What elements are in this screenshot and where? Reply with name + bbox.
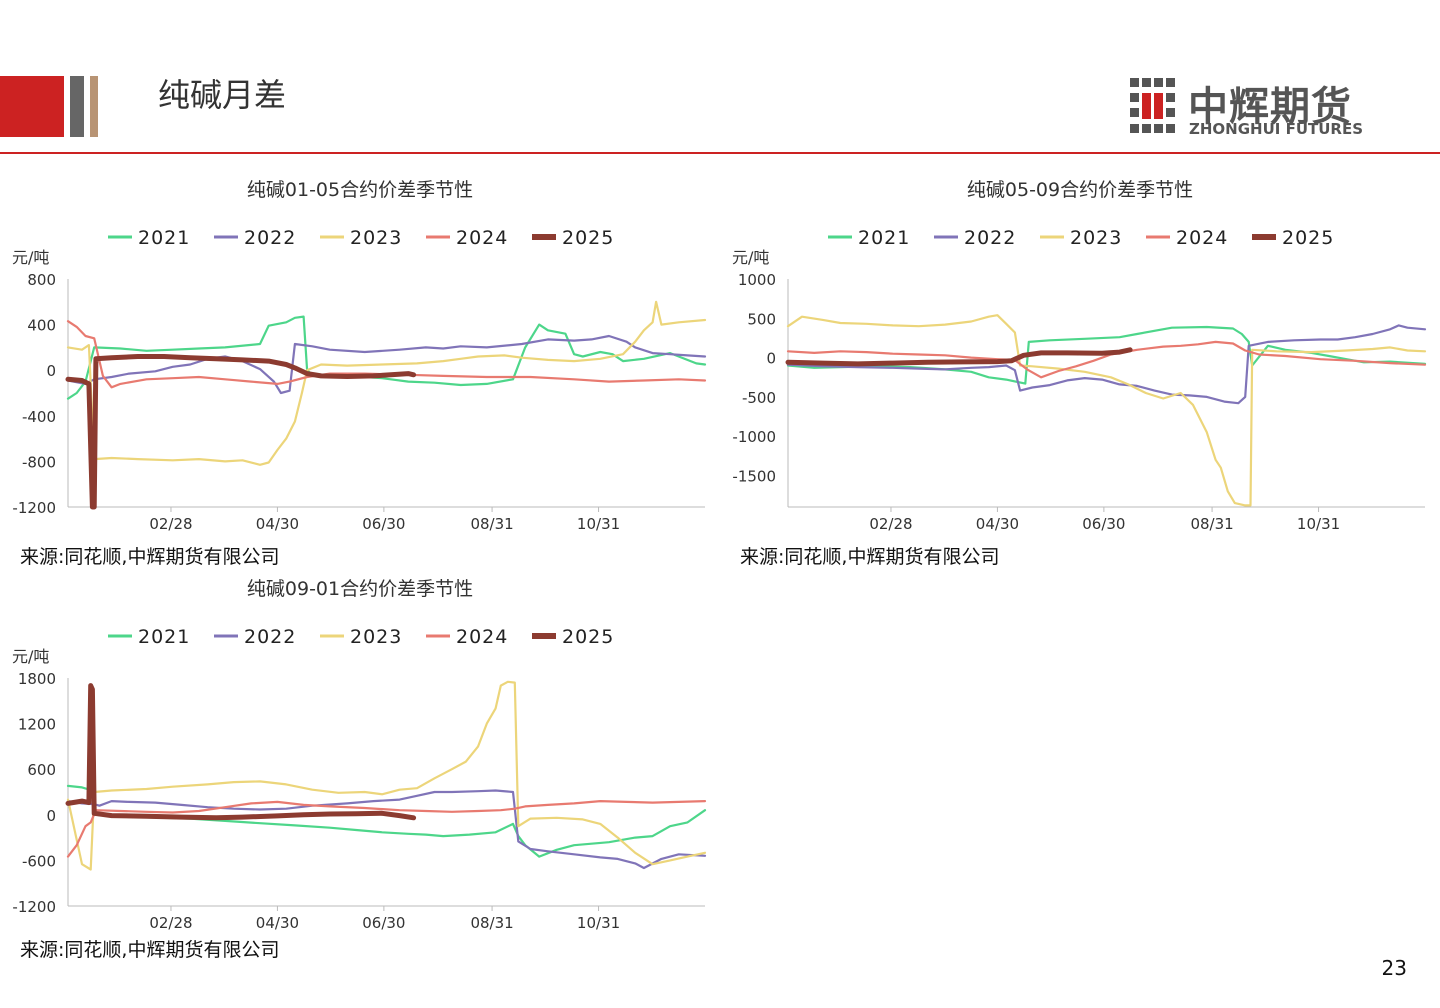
y-tick-label: -400 <box>22 408 56 426</box>
legend-label-2024: 2024 <box>1176 227 1228 249</box>
y-tick-label: -1200 <box>12 898 56 916</box>
logo-chinese-text: 中辉期货 <box>1188 84 1352 130</box>
source-note-chart-1: 来源:同花顺,中辉期货有限公司 <box>20 546 280 568</box>
chart-01-05-spread: 纯碱01-05合约价差季节性 2021 2022 2023 2024 2025 元/吨 800… <box>12 179 707 533</box>
y-tick-label: -500 <box>742 389 776 407</box>
series-line-2023 <box>786 314 1427 507</box>
series-line-2021 <box>66 784 707 858</box>
y-tick-label: -600 <box>22 852 56 870</box>
series-line-2025 <box>65 354 417 510</box>
y-tick-label: -800 <box>22 453 56 471</box>
series-line-2022 <box>66 789 707 870</box>
legend-label-2022: 2022 <box>244 626 296 648</box>
page-number: 23 <box>1381 956 1407 980</box>
series-group <box>65 300 707 510</box>
legend-label-2022: 2022 <box>244 227 296 249</box>
series-line-2024 <box>66 320 707 389</box>
chart-05-09-spread: 纯碱05-09合约价差季节性 2021 2022 2023 2024 2025 元/吨 100… <box>732 179 1427 533</box>
company-logo: 中辉期货 ZHONGHUI FUTURES <box>1128 74 1363 140</box>
header-accent-gray <box>70 76 84 137</box>
y-tick-label: -1500 <box>732 468 776 486</box>
y-tick-label: 1000 <box>738 271 776 289</box>
legend-label-2023: 2023 <box>350 227 402 249</box>
x-tick-label: 08/31 <box>1190 515 1233 533</box>
series-line-2022 <box>66 334 707 395</box>
series-line-2023 <box>66 300 707 466</box>
legend-label-2025: 2025 <box>1282 227 1334 249</box>
x-tick-label: 06/30 <box>362 515 405 533</box>
legend-label-2022: 2022 <box>964 227 1016 249</box>
y-tick-label: 800 <box>27 271 56 289</box>
y-tick-label: -1200 <box>12 499 56 517</box>
series-line-2025 <box>785 347 1133 367</box>
source-note-chart-3: 来源:同花顺,中辉期货有限公司 <box>20 939 280 961</box>
legend-label-2021: 2021 <box>138 626 190 648</box>
x-tick-label: 10/31 <box>577 914 620 932</box>
x-tick-label: 02/28 <box>149 515 192 533</box>
series-group <box>65 680 707 871</box>
x-tick-label: 10/31 <box>577 515 620 533</box>
series-line-2022 <box>786 324 1427 405</box>
x-tick-label: 06/30 <box>362 914 405 932</box>
chart-title: 纯碱05-09合约价差季节性 <box>967 179 1193 201</box>
y-tick-label: -1000 <box>732 428 776 446</box>
y-axis-unit: 元/吨 <box>12 248 49 267</box>
y-axis-unit: 元/吨 <box>12 647 49 666</box>
x-tick-label: 10/31 <box>1297 515 1340 533</box>
header-accent-tan <box>90 76 98 137</box>
header-accent-red <box>0 76 64 137</box>
x-tick-label: 08/31 <box>470 914 513 932</box>
header-divider <box>0 152 1440 154</box>
y-tick-label: 0 <box>46 807 56 825</box>
legend-label-2021: 2021 <box>858 227 910 249</box>
x-tick-label: 04/30 <box>256 515 299 533</box>
page-title: 纯碱月差 <box>158 76 287 114</box>
series-line-2024 <box>786 340 1427 379</box>
series-group <box>785 314 1427 507</box>
legend-label-2024: 2024 <box>456 227 508 249</box>
y-tick-label: 0 <box>766 350 776 368</box>
x-tick-label: 08/31 <box>470 515 513 533</box>
y-tick-label: 1200 <box>18 716 56 734</box>
x-tick-label: 02/28 <box>149 914 192 932</box>
x-tick-label: 04/30 <box>976 515 1019 533</box>
legend-label-2023: 2023 <box>1070 227 1122 249</box>
series-line-2025 <box>65 683 417 821</box>
legend-label-2025: 2025 <box>562 227 614 249</box>
legend-label-2023: 2023 <box>350 626 402 648</box>
y-tick-label: 500 <box>747 310 776 328</box>
x-tick-label: 02/28 <box>869 515 912 533</box>
logo-english-text: ZHONGHUI FUTURES <box>1189 120 1364 138</box>
chart-title: 纯碱09-01合约价差季节性 <box>247 578 473 600</box>
legend-label-2024: 2024 <box>456 626 508 648</box>
y-axis-unit: 元/吨 <box>732 248 769 267</box>
chart-title: 纯碱01-05合约价差季节性 <box>247 179 473 201</box>
series-line-2023 <box>66 680 707 871</box>
y-tick-label: 1800 <box>18 670 56 688</box>
y-tick-label: 0 <box>46 362 56 380</box>
series-line-2021 <box>66 315 707 400</box>
series-line-2024 <box>66 800 707 858</box>
source-note-chart-2: 来源:同花顺,中辉期货有限公司 <box>740 546 1000 568</box>
y-tick-label: 600 <box>27 761 56 779</box>
legend-label-2025: 2025 <box>562 626 614 648</box>
logo-mark-icon <box>1130 78 1175 133</box>
y-tick-label: 400 <box>27 317 56 335</box>
x-tick-label: 04/30 <box>256 914 299 932</box>
x-tick-label: 06/30 <box>1082 515 1125 533</box>
chart-09-01-spread: 纯碱09-01合约价差季节性 2021 2022 2023 2024 2025 元/吨 180… <box>12 578 707 932</box>
legend-label-2021: 2021 <box>138 227 190 249</box>
